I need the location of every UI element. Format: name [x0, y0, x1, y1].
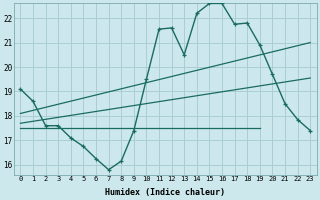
X-axis label: Humidex (Indice chaleur): Humidex (Indice chaleur) [105, 188, 225, 197]
